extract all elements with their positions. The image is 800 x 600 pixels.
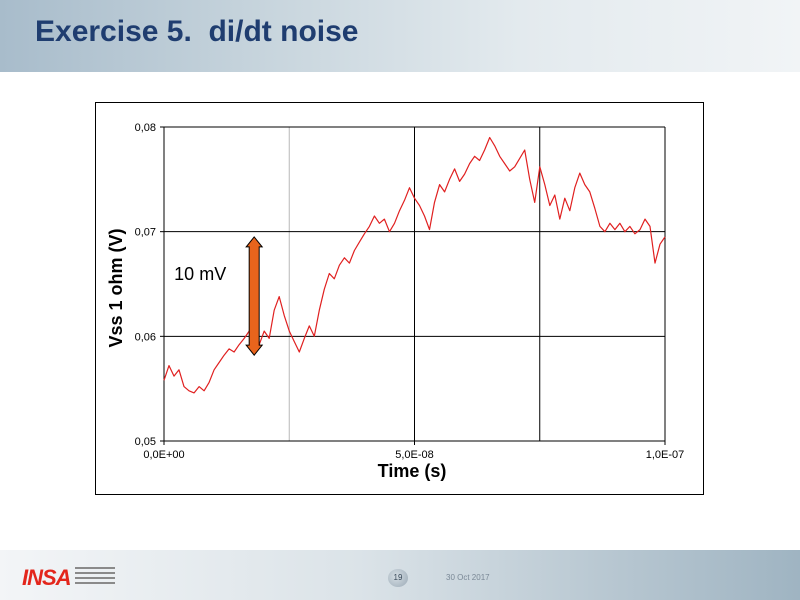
x-tick-label: 5,0E-08 (395, 449, 434, 461)
y-tick-label: 0,06 (135, 331, 156, 343)
x-axis-title: Time (s) (378, 461, 447, 481)
grid-layer (164, 126, 666, 442)
logo-wordmark: INSA (22, 565, 72, 590)
y-tick-label: 0,07 (135, 227, 156, 239)
annotation-layer: 10 mV (174, 236, 264, 356)
y-tick-label: 0,05 (135, 436, 156, 448)
y-axis-title: Vss 1 ohm (V) (106, 228, 126, 347)
chart-frame: 0,05 0,06 0,07 0,08 0,0E+00 5,0E-08 1,0E-07 10… (95, 102, 704, 495)
chart-svg: 0,05 0,06 0,07 0,08 0,0E+00 5,0E-08 1,0E-07 10… (106, 122, 685, 481)
slide-title: Exercise 5. di/dt noise (35, 15, 359, 48)
title-bar (0, 0, 800, 72)
x-tick-label: 1,0E-07 (646, 449, 685, 461)
ten-mv-double-arrow (245, 236, 264, 356)
logo-institution-lines (74, 567, 115, 589)
slide-date: 30 Oct 2017 (446, 573, 490, 582)
page-number-badge: 19 (388, 569, 408, 587)
y-tick-label: 0,08 (135, 122, 156, 134)
series-line (163, 136, 666, 394)
insa-logo: INSA (22, 565, 115, 590)
x-tick-label: 0,0E+00 (143, 449, 184, 461)
series-layer (163, 136, 666, 394)
axis-layer: 0,05 0,06 0,07 0,08 0,0E+00 5,0E-08 1,0E-07 (135, 122, 685, 461)
ten-mv-label: 10 mV (174, 264, 226, 284)
